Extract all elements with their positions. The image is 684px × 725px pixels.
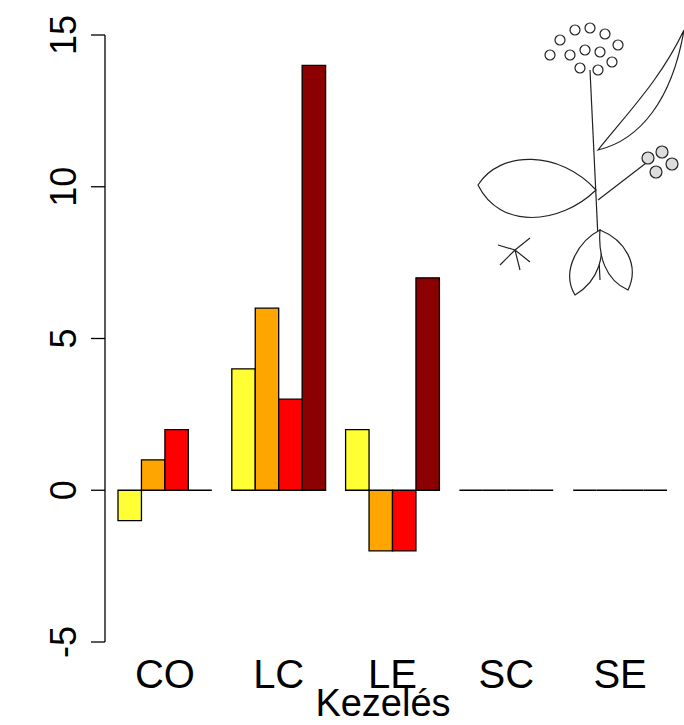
y-tick — [91, 34, 105, 35]
leaf — [598, 30, 684, 150]
flower — [613, 40, 623, 50]
y-tick — [91, 338, 105, 339]
bar — [483, 490, 506, 491]
flower — [565, 50, 575, 60]
flower — [585, 23, 595, 33]
bar — [165, 430, 188, 491]
x-tick-label: LC — [253, 652, 304, 696]
bar — [393, 490, 416, 551]
plant-illustration — [478, 23, 684, 295]
flower — [600, 29, 610, 39]
x-tick-label: SE — [593, 652, 646, 696]
bar — [459, 490, 482, 491]
flower — [607, 57, 617, 67]
twig — [598, 160, 650, 200]
bar — [597, 490, 620, 491]
leaf — [478, 159, 596, 217]
flower — [570, 25, 580, 35]
berry — [650, 166, 662, 178]
bar — [530, 490, 553, 491]
berry — [656, 146, 668, 158]
y-tick — [91, 641, 105, 642]
bar — [506, 490, 529, 491]
bar — [118, 490, 141, 520]
y-tick — [91, 186, 105, 187]
flower — [580, 45, 590, 55]
flower — [593, 65, 603, 75]
y-tick-label: 15 — [43, 15, 84, 55]
berry — [642, 152, 654, 164]
flower — [545, 50, 555, 60]
x-axis-title: Kezelés — [315, 682, 450, 724]
bar — [141, 460, 164, 490]
bar — [302, 65, 325, 490]
leaf — [570, 230, 602, 295]
bar — [620, 490, 643, 491]
bar — [346, 430, 369, 491]
chart: -5051015COLCLESCSEKezelés — [0, 0, 684, 725]
bar — [573, 490, 596, 491]
leaf — [600, 230, 633, 290]
x-tick-label: CO — [135, 652, 195, 696]
bar — [188, 490, 211, 491]
bar — [232, 369, 255, 490]
bar — [416, 278, 439, 490]
bar — [369, 490, 392, 551]
flower — [575, 63, 585, 73]
chart-container: -5051015COLCLESCSEKezelés — [0, 0, 684, 725]
bars — [118, 65, 667, 551]
flower — [555, 35, 565, 45]
flower — [595, 47, 605, 57]
bar — [255, 308, 278, 490]
berry — [666, 158, 678, 170]
flower-detail — [498, 238, 530, 270]
bar — [644, 490, 667, 491]
y-tick-label: -5 — [43, 626, 84, 658]
y-tick-label: 0 — [43, 480, 84, 500]
x-tick-label: SC — [479, 652, 535, 696]
bar — [279, 399, 302, 490]
y-tick-label: 10 — [43, 167, 84, 207]
y-tick-label: 5 — [43, 328, 84, 348]
y-tick — [91, 490, 105, 491]
